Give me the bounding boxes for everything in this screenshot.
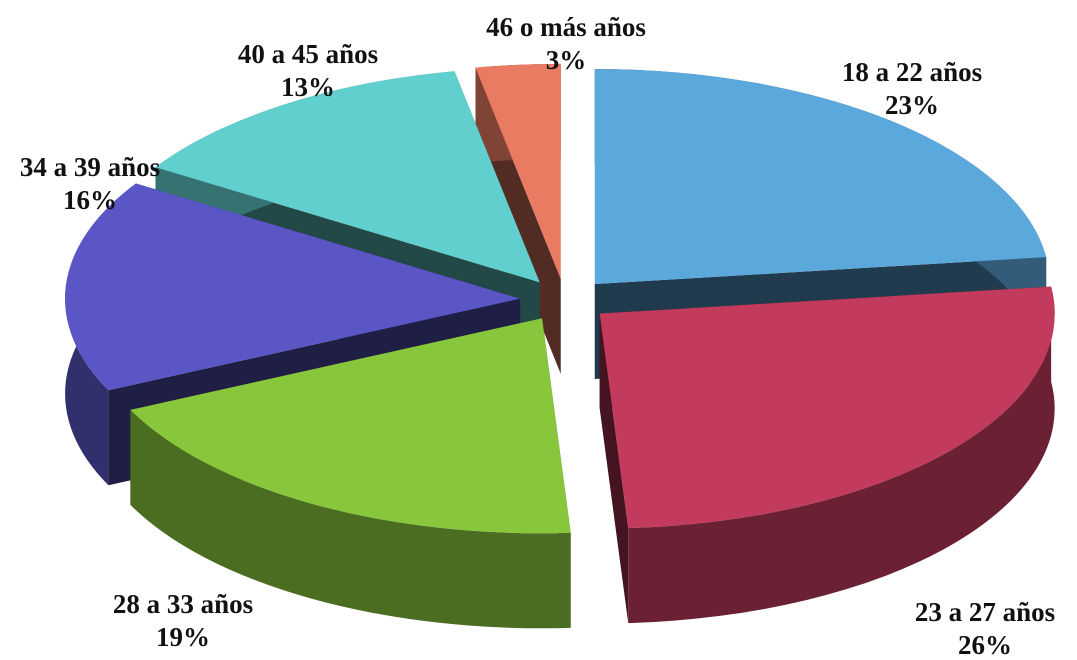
slice — [65, 183, 521, 391]
slice-label: 40 a 45 años — [238, 39, 378, 69]
slice-value-label: 19% — [156, 622, 210, 652]
slice-side — [599, 313, 629, 624]
slice — [594, 69, 1047, 285]
slice-value-label: 3% — [546, 45, 587, 75]
slice-value-label: 16% — [63, 185, 117, 215]
slice — [130, 318, 571, 534]
slice-label: 28 a 33 años — [113, 589, 253, 619]
slice — [155, 71, 540, 283]
slice-value-label: 23% — [885, 90, 939, 120]
slice-value-label: 26% — [958, 630, 1012, 660]
slice-side — [628, 286, 1055, 624]
slice — [599, 286, 1055, 529]
slice-label: 18 a 22 años — [842, 57, 982, 87]
slice — [475, 63, 561, 279]
slice-value-label: 13% — [281, 72, 335, 102]
slice-side — [130, 409, 571, 629]
slice-label: 23 a 27 años — [915, 597, 1055, 627]
slice-label: 34 a 39 años — [20, 152, 160, 182]
slice-label: 46 o más años — [486, 12, 646, 42]
